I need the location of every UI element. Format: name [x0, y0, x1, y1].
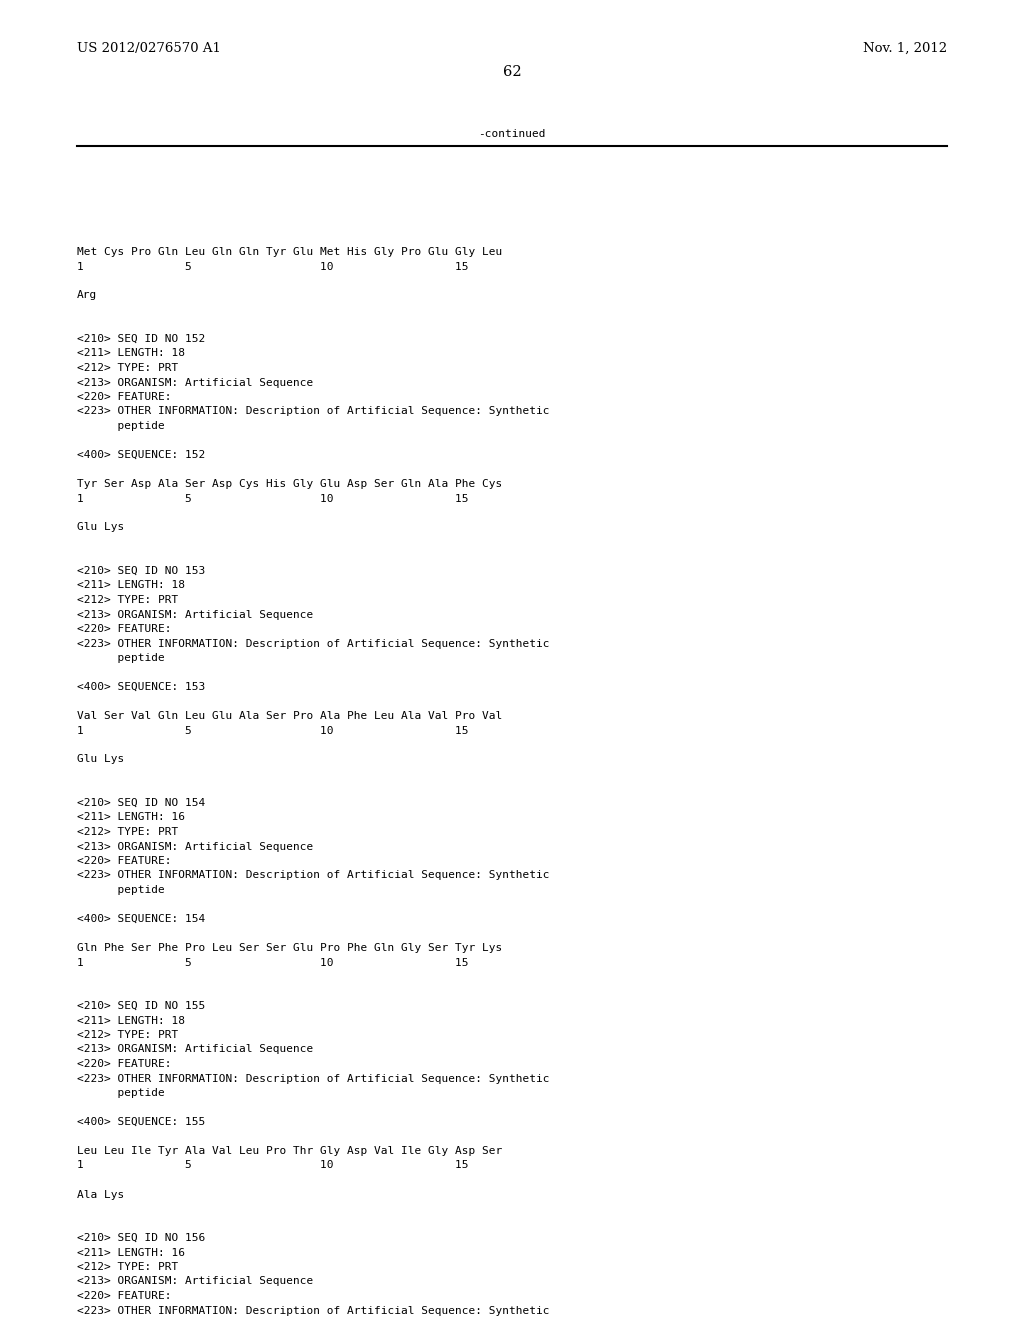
Text: <220> FEATURE:: <220> FEATURE:: [77, 392, 171, 403]
Text: 1               5                   10                  15: 1 5 10 15: [77, 261, 468, 272]
Text: Nov. 1, 2012: Nov. 1, 2012: [863, 42, 947, 54]
Text: <212> TYPE: PRT: <212> TYPE: PRT: [77, 1030, 178, 1040]
Text: Met Cys Pro Gln Leu Gln Gln Tyr Glu Met His Gly Pro Glu Gly Leu: Met Cys Pro Gln Leu Gln Gln Tyr Glu Met …: [77, 247, 502, 257]
Text: 1               5                   10                  15: 1 5 10 15: [77, 1160, 468, 1171]
Text: <400> SEQUENCE: 154: <400> SEQUENCE: 154: [77, 913, 205, 924]
Text: peptide: peptide: [77, 884, 165, 895]
Text: <220> FEATURE:: <220> FEATURE:: [77, 1291, 171, 1302]
Text: <211> LENGTH: 16: <211> LENGTH: 16: [77, 813, 184, 822]
Text: <210> SEQ ID NO 154: <210> SEQ ID NO 154: [77, 799, 205, 808]
Text: <213> ORGANISM: Artificial Sequence: <213> ORGANISM: Artificial Sequence: [77, 1276, 313, 1287]
Text: <210> SEQ ID NO 153: <210> SEQ ID NO 153: [77, 566, 205, 576]
Text: <212> TYPE: PRT: <212> TYPE: PRT: [77, 363, 178, 374]
Text: <213> ORGANISM: Artificial Sequence: <213> ORGANISM: Artificial Sequence: [77, 378, 313, 388]
Text: <223> OTHER INFORMATION: Description of Artificial Sequence: Synthetic: <223> OTHER INFORMATION: Description of …: [77, 639, 549, 648]
Text: Glu Lys: Glu Lys: [77, 523, 124, 532]
Text: peptide: peptide: [77, 421, 165, 432]
Text: <210> SEQ ID NO 152: <210> SEQ ID NO 152: [77, 334, 205, 345]
Text: Tyr Ser Asp Ala Ser Asp Cys His Gly Glu Asp Ser Gln Ala Phe Cys: Tyr Ser Asp Ala Ser Asp Cys His Gly Glu …: [77, 479, 502, 488]
Text: <213> ORGANISM: Artificial Sequence: <213> ORGANISM: Artificial Sequence: [77, 842, 313, 851]
Text: peptide: peptide: [77, 1088, 165, 1098]
Text: <212> TYPE: PRT: <212> TYPE: PRT: [77, 595, 178, 605]
Text: <223> OTHER INFORMATION: Description of Artificial Sequence: Synthetic: <223> OTHER INFORMATION: Description of …: [77, 1305, 549, 1316]
Text: <223> OTHER INFORMATION: Description of Artificial Sequence: Synthetic: <223> OTHER INFORMATION: Description of …: [77, 407, 549, 417]
Text: Leu Leu Ile Tyr Ala Val Leu Pro Thr Gly Asp Val Ile Gly Asp Ser: Leu Leu Ile Tyr Ala Val Leu Pro Thr Gly …: [77, 1146, 502, 1156]
Text: <400> SEQUENCE: 153: <400> SEQUENCE: 153: [77, 682, 205, 692]
Text: US 2012/0276570 A1: US 2012/0276570 A1: [77, 42, 221, 54]
Text: <211> LENGTH: 16: <211> LENGTH: 16: [77, 1247, 184, 1258]
Text: peptide: peptide: [77, 653, 165, 663]
Text: <400> SEQUENCE: 152: <400> SEQUENCE: 152: [77, 450, 205, 459]
Text: <210> SEQ ID NO 156: <210> SEQ ID NO 156: [77, 1233, 205, 1243]
Text: -continued: -continued: [478, 129, 546, 139]
Text: <212> TYPE: PRT: <212> TYPE: PRT: [77, 828, 178, 837]
Text: <220> FEATURE:: <220> FEATURE:: [77, 624, 171, 634]
Text: <211> LENGTH: 18: <211> LENGTH: 18: [77, 348, 184, 359]
Text: 1               5                   10                  15: 1 5 10 15: [77, 957, 468, 968]
Text: <211> LENGTH: 18: <211> LENGTH: 18: [77, 581, 184, 590]
Text: <220> FEATURE:: <220> FEATURE:: [77, 1059, 171, 1069]
Text: Val Ser Val Gln Leu Glu Ala Ser Pro Ala Phe Leu Ala Val Pro Val: Val Ser Val Gln Leu Glu Ala Ser Pro Ala …: [77, 711, 502, 721]
Text: 1               5                   10                  15: 1 5 10 15: [77, 726, 468, 735]
Text: Arg: Arg: [77, 290, 97, 301]
Text: <212> TYPE: PRT: <212> TYPE: PRT: [77, 1262, 178, 1272]
Text: Glu Lys: Glu Lys: [77, 755, 124, 764]
Text: Gln Phe Ser Phe Pro Leu Ser Ser Glu Pro Phe Gln Gly Ser Tyr Lys: Gln Phe Ser Phe Pro Leu Ser Ser Glu Pro …: [77, 942, 502, 953]
Text: <213> ORGANISM: Artificial Sequence: <213> ORGANISM: Artificial Sequence: [77, 610, 313, 619]
Text: <400> SEQUENCE: 155: <400> SEQUENCE: 155: [77, 1117, 205, 1127]
Text: 1               5                   10                  15: 1 5 10 15: [77, 494, 468, 503]
Text: 62: 62: [503, 65, 521, 79]
Text: <223> OTHER INFORMATION: Description of Artificial Sequence: Synthetic: <223> OTHER INFORMATION: Description of …: [77, 1073, 549, 1084]
Text: <213> ORGANISM: Artificial Sequence: <213> ORGANISM: Artificial Sequence: [77, 1044, 313, 1055]
Text: <223> OTHER INFORMATION: Description of Artificial Sequence: Synthetic: <223> OTHER INFORMATION: Description of …: [77, 870, 549, 880]
Text: <220> FEATURE:: <220> FEATURE:: [77, 855, 171, 866]
Text: <211> LENGTH: 18: <211> LENGTH: 18: [77, 1015, 184, 1026]
Text: Ala Lys: Ala Lys: [77, 1189, 124, 1200]
Text: <210> SEQ ID NO 155: <210> SEQ ID NO 155: [77, 1001, 205, 1011]
